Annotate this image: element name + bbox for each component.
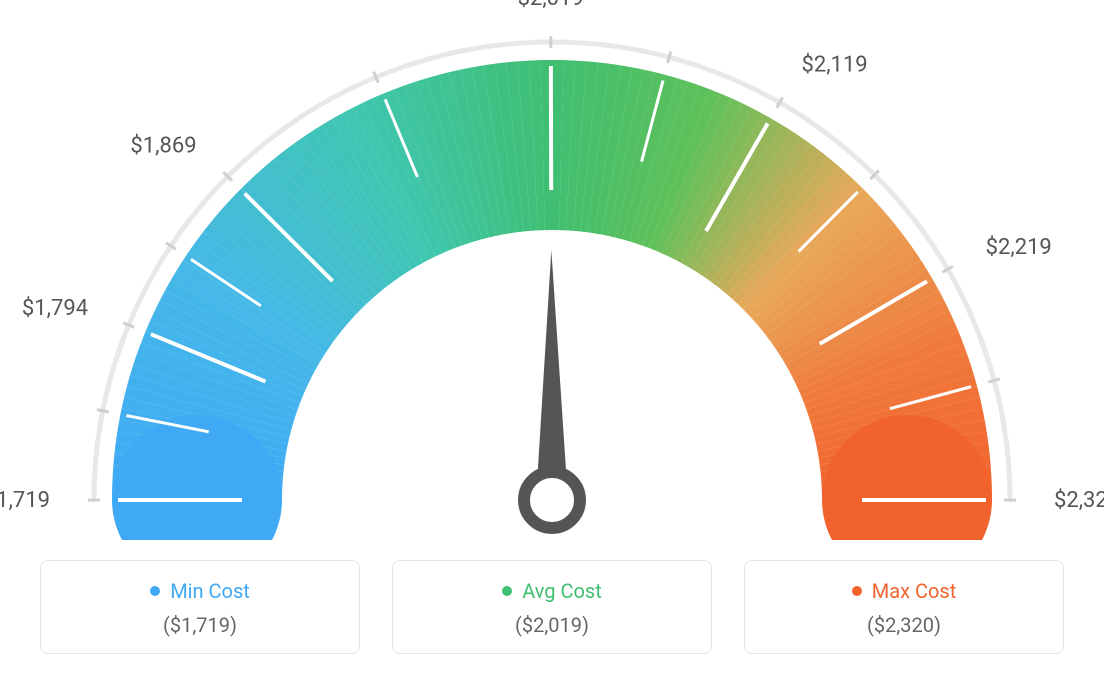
- legend-row: Min Cost ($1,719) Avg Cost ($2,019) Max …: [0, 560, 1104, 654]
- svg-text:$1,794: $1,794: [22, 296, 88, 321]
- legend-value-min: ($1,719): [61, 613, 339, 637]
- legend-title-max: Max Cost: [765, 579, 1043, 603]
- cost-gauge-chart: $1,719 $1,794 $1,869 $2,019 $2,119 $2,219 $2,3…: [0, 0, 1104, 540]
- legend-dot-avg: [502, 586, 512, 596]
- legend-dot-max: [852, 586, 862, 596]
- legend-card-max: Max Cost ($2,320): [744, 560, 1064, 654]
- svg-text:$2,320: $2,320: [1054, 488, 1104, 513]
- svg-text:$2,119: $2,119: [801, 52, 867, 77]
- legend-value-max: ($2,320): [765, 613, 1043, 637]
- svg-text:$2,019: $2,019: [518, 0, 584, 11]
- legend-dot-min: [150, 586, 160, 596]
- legend-title-avg: Avg Cost: [413, 579, 691, 603]
- gauge-svg: $1,719 $1,794 $1,869 $2,019 $2,119 $2,219 $2,3…: [0, 0, 1104, 540]
- legend-title-min: Min Cost: [61, 579, 339, 603]
- legend-value-avg: ($2,019): [413, 613, 691, 637]
- svg-text:$2,219: $2,219: [986, 235, 1052, 260]
- legend-label-min: Min Cost: [170, 579, 250, 603]
- svg-text:$1,719: $1,719: [0, 488, 50, 513]
- legend-card-avg: Avg Cost ($2,019): [392, 560, 712, 654]
- svg-text:$1,869: $1,869: [130, 133, 196, 158]
- legend-label-max: Max Cost: [872, 579, 957, 603]
- legend-card-min: Min Cost ($1,719): [40, 560, 360, 654]
- legend-label-avg: Avg Cost: [522, 579, 602, 603]
